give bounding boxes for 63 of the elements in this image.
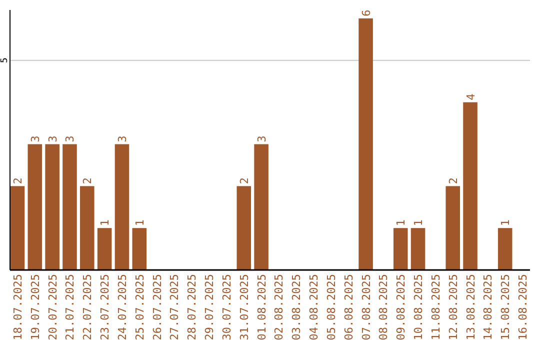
data-label: 3 xyxy=(46,136,60,142)
x-tick-label: 20.07.2025 xyxy=(46,274,60,340)
data-label: 1 xyxy=(499,219,512,226)
x-tick-label: 13.08.2025 xyxy=(464,274,478,340)
data-label: 2 xyxy=(81,178,94,184)
data-label: 1 xyxy=(394,219,408,226)
data-label: 3 xyxy=(64,136,77,142)
x-tick-label: 05.08.2025 xyxy=(324,274,338,340)
data-label: 3 xyxy=(28,136,42,142)
x-tick-label: 21.07.2025 xyxy=(64,274,77,340)
data-label: 1 xyxy=(412,219,426,226)
x-tick-label: 28.07.2025 xyxy=(186,274,199,340)
bar xyxy=(236,186,252,270)
bar xyxy=(45,144,60,270)
x-tick-label: 10.08.2025 xyxy=(412,274,426,340)
bar xyxy=(446,186,460,270)
x-tick-label: 04.08.2025 xyxy=(308,274,321,340)
y-tick-label: 5 xyxy=(0,58,10,64)
data-label: 4 xyxy=(464,93,478,100)
bar xyxy=(358,18,373,270)
x-tick-label: 16.08.2025 xyxy=(516,274,530,340)
data-label: 3 xyxy=(116,136,129,142)
data-label: 2 xyxy=(11,178,24,184)
bar xyxy=(410,228,426,270)
x-tick-label: 31.07.2025 xyxy=(238,274,251,340)
x-tick-label: 06.08.2025 xyxy=(342,274,356,340)
x-tick-label: 19.07.2025 xyxy=(28,274,42,340)
bar xyxy=(254,144,268,270)
bar xyxy=(132,228,147,270)
x-tick-label: 08.08.2025 xyxy=(377,274,390,340)
data-label: 1 xyxy=(133,219,146,226)
x-tick-label: 24.07.2025 xyxy=(116,274,129,340)
x-tick-label: 23.07.2025 xyxy=(98,274,112,340)
x-tick-label: 25.07.2025 xyxy=(133,274,146,340)
bar xyxy=(498,228,512,270)
x-tick-label: 02.08.2025 xyxy=(272,274,286,340)
data-label: 2 xyxy=(446,178,460,184)
x-tick-label: 29.07.2025 xyxy=(203,274,216,340)
bar xyxy=(393,228,408,270)
data-label: 6 xyxy=(360,10,373,16)
x-tick-label: 26.07.2025 xyxy=(150,274,164,340)
x-tick-label: 14.08.2025 xyxy=(482,274,495,340)
bar xyxy=(62,144,77,270)
bar xyxy=(463,102,478,270)
bar xyxy=(10,186,25,270)
x-tick-label: 01.08.2025 xyxy=(255,274,268,340)
x-tick-label: 22.07.2025 xyxy=(81,274,94,340)
x-tick-label: 07.08.2025 xyxy=(360,274,373,340)
bar xyxy=(97,228,112,270)
x-tick-label: 03.08.2025 xyxy=(290,274,304,340)
bar xyxy=(114,144,130,270)
data-label: 3 xyxy=(255,136,268,142)
bar xyxy=(80,186,94,270)
x-tick-label: 15.08.2025 xyxy=(499,274,512,340)
x-tick-label: 11.08.2025 xyxy=(429,274,442,340)
x-tick-label: 27.07.2025 xyxy=(168,274,182,340)
data-label: 2 xyxy=(238,178,251,184)
x-tick-label: 09.08.2025 xyxy=(394,274,408,340)
data-label: 1 xyxy=(98,219,112,226)
x-tick-label: 18.07.2025 xyxy=(11,274,24,340)
x-tick-label: 12.08.2025 xyxy=(446,274,460,340)
x-tick-label: 30.07.2025 xyxy=(220,274,234,340)
bar xyxy=(28,144,42,270)
